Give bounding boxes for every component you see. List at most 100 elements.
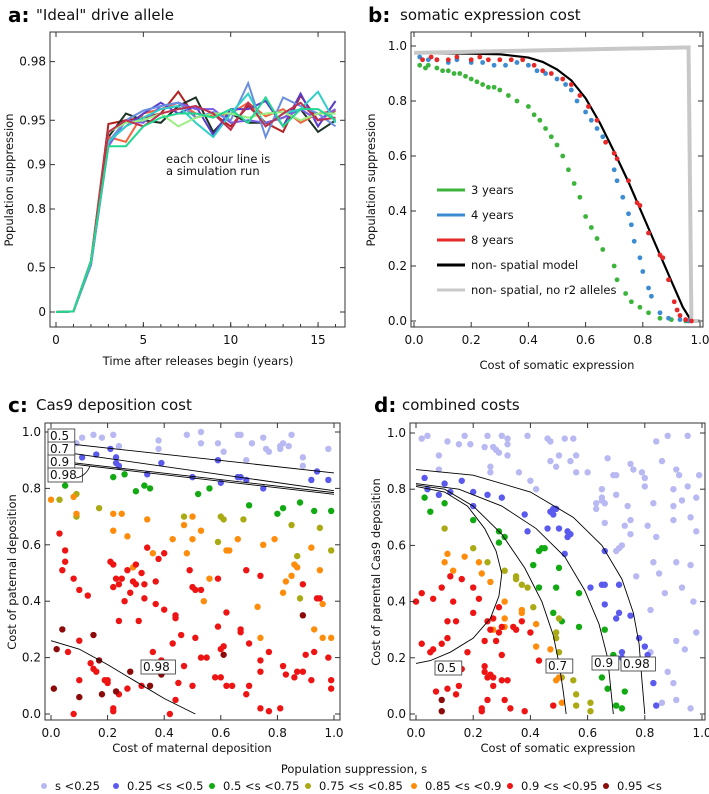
contour-label-box [140,659,176,675]
data-point-8-years [666,277,671,283]
data-point-4-years [657,310,663,316]
data-point [327,676,335,684]
data-point [112,575,120,582]
data-point [220,448,227,455]
data-point [70,575,77,582]
data-point [299,454,307,461]
data-point [504,435,511,442]
data-point [90,631,97,639]
data-point-8-years [468,57,474,63]
data-point-8-years [577,93,583,98]
data-point-8-years [428,54,434,60]
color-legend-dot [41,783,47,789]
data-point-3-years [611,263,617,269]
data-point [144,544,151,551]
data-point-4-years [640,269,646,274]
data-point [302,651,309,658]
data-point [177,631,185,639]
data-point [260,541,267,548]
data-point [115,581,123,588]
data-point [524,584,531,591]
color-legend-item: 0.95 <s [603,779,662,793]
data-point-3-years [571,181,577,186]
data-point [257,705,264,712]
data-point [124,685,131,692]
data-point [490,682,497,690]
data-point [484,559,491,566]
data-point-3-years [543,126,548,131]
data-point-4-years [514,60,520,65]
data-point [429,595,437,602]
panel-a-data [55,80,337,313]
data-point-8-years [485,57,491,63]
data-point [288,431,295,439]
data-point [441,525,448,532]
data-point [226,547,233,554]
y-tick-label: 0.6 [22,538,41,552]
data-point [673,466,680,473]
data-point-3-years [554,142,560,148]
data-point [70,493,77,501]
data-point [621,688,628,695]
data-point [59,566,66,574]
y-tick-label: 0 [38,305,46,319]
data-point-4-years [554,76,560,82]
legend-label: non- spatial model [471,258,578,272]
data-point-4-years [503,62,508,68]
data-point [121,598,128,605]
data-point [633,573,640,580]
data-point-8-years [420,57,425,63]
x-tick-label: 0.4 [519,333,538,347]
data-point-4-years [491,62,497,68]
data-point-3-years [623,291,629,296]
data-point [73,510,80,517]
data-point [661,589,669,597]
data-point [245,682,253,689]
x-tick-label: 0.8 [633,333,652,347]
data-point [512,575,520,583]
y-tick-label: 0.2 [387,651,406,665]
data-point-8-years [603,139,609,145]
data-point [567,457,574,465]
data-point [601,626,608,633]
data-point [693,528,700,535]
data-point [418,435,425,442]
data-point [435,466,443,473]
data-point [484,491,491,499]
data-point [567,530,574,538]
contour-line-0.9 [50,459,335,494]
data-point [245,502,253,509]
data-point [200,598,208,605]
data-point [475,559,483,566]
data-point [555,452,563,459]
data-point [169,535,176,543]
data-point [664,432,671,440]
data-point [257,572,264,580]
data-point [107,445,114,453]
data-point [438,696,445,704]
data-point [470,584,477,591]
data-point [524,432,531,440]
data-point [279,662,287,670]
data-point [84,592,91,599]
data-point [481,668,488,676]
panel-d-letter: d: [374,393,396,417]
y-tick-label: 1.0 [388,39,407,53]
data-point [282,578,290,585]
data-point [194,490,202,498]
data-point [644,651,651,659]
data-point [260,434,267,441]
data-point [211,674,219,681]
data-point [547,438,554,445]
data-point-3-years [463,73,468,79]
data-point [325,654,332,661]
color-legend: Population suppression, s s <0.25 0.25 <s… [41,762,662,793]
data-point-4-years [574,98,580,104]
data-point [435,491,443,499]
data-point-3-years [480,82,486,87]
data-point [487,626,494,633]
color-legend-title: Population suppression, s [281,762,427,776]
data-point [127,589,134,596]
panel-b-title: somatic expression cost [400,6,581,24]
y-tick-label: 1.0 [387,426,406,440]
